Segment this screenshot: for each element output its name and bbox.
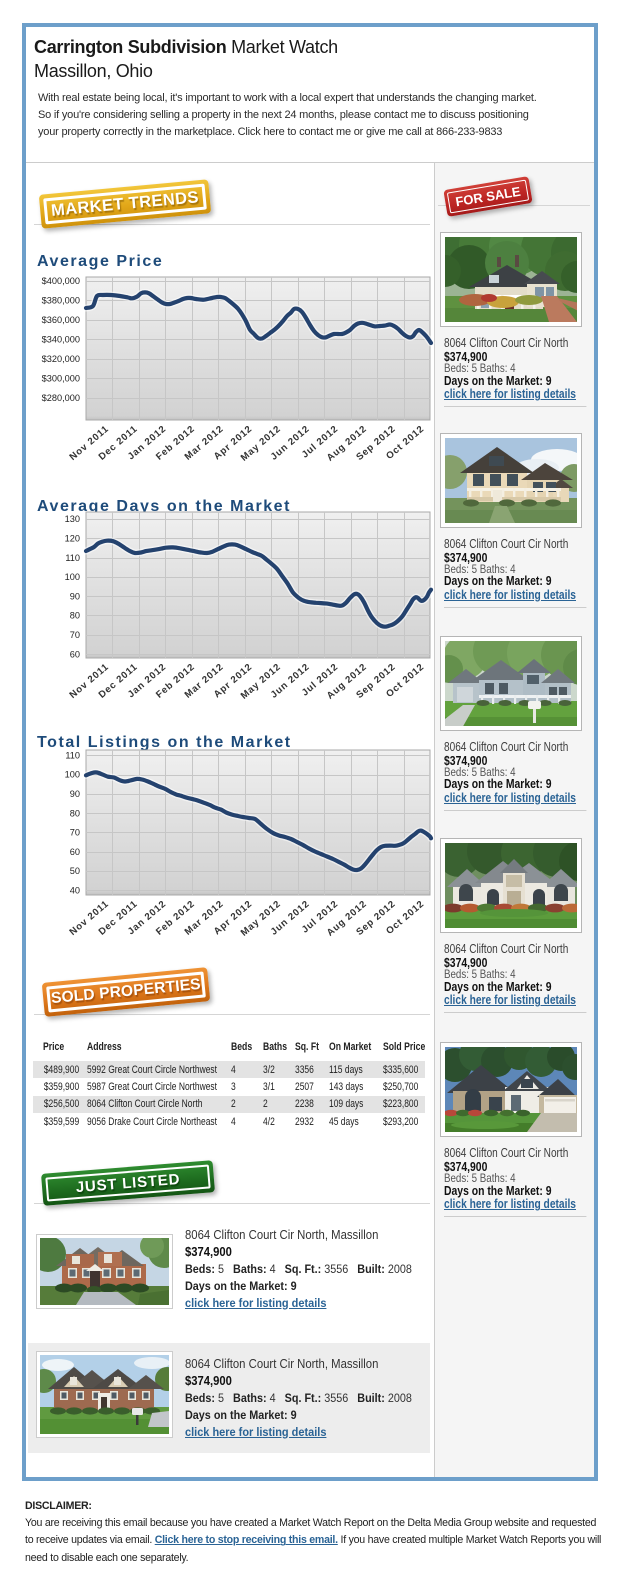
svg-text:60: 60 [70, 847, 80, 857]
svg-text:110: 110 [65, 750, 80, 760]
svg-text:$280,000: $280,000 [42, 393, 80, 403]
svg-text:90: 90 [70, 591, 80, 601]
svg-text:70: 70 [70, 828, 80, 838]
svg-text:$300,000: $300,000 [42, 374, 80, 384]
svg-text:130: 130 [65, 514, 80, 524]
svg-text:120: 120 [65, 534, 80, 544]
svg-text:100: 100 [65, 572, 80, 582]
svg-text:80: 80 [70, 808, 80, 818]
svg-text:40: 40 [70, 886, 80, 896]
svg-text:$340,000: $340,000 [42, 335, 80, 345]
svg-text:100: 100 [65, 770, 80, 780]
svg-text:$400,000: $400,000 [42, 276, 80, 286]
svg-text:50: 50 [70, 866, 80, 876]
svg-text:$380,000: $380,000 [42, 296, 80, 306]
svg-text:70: 70 [70, 630, 80, 640]
svg-text:110: 110 [65, 553, 80, 563]
svg-text:$360,000: $360,000 [42, 315, 80, 325]
svg-text:80: 80 [70, 611, 80, 621]
svg-text:$320,000: $320,000 [42, 354, 80, 364]
svg-text:60: 60 [70, 649, 80, 659]
svg-text:90: 90 [70, 789, 80, 799]
